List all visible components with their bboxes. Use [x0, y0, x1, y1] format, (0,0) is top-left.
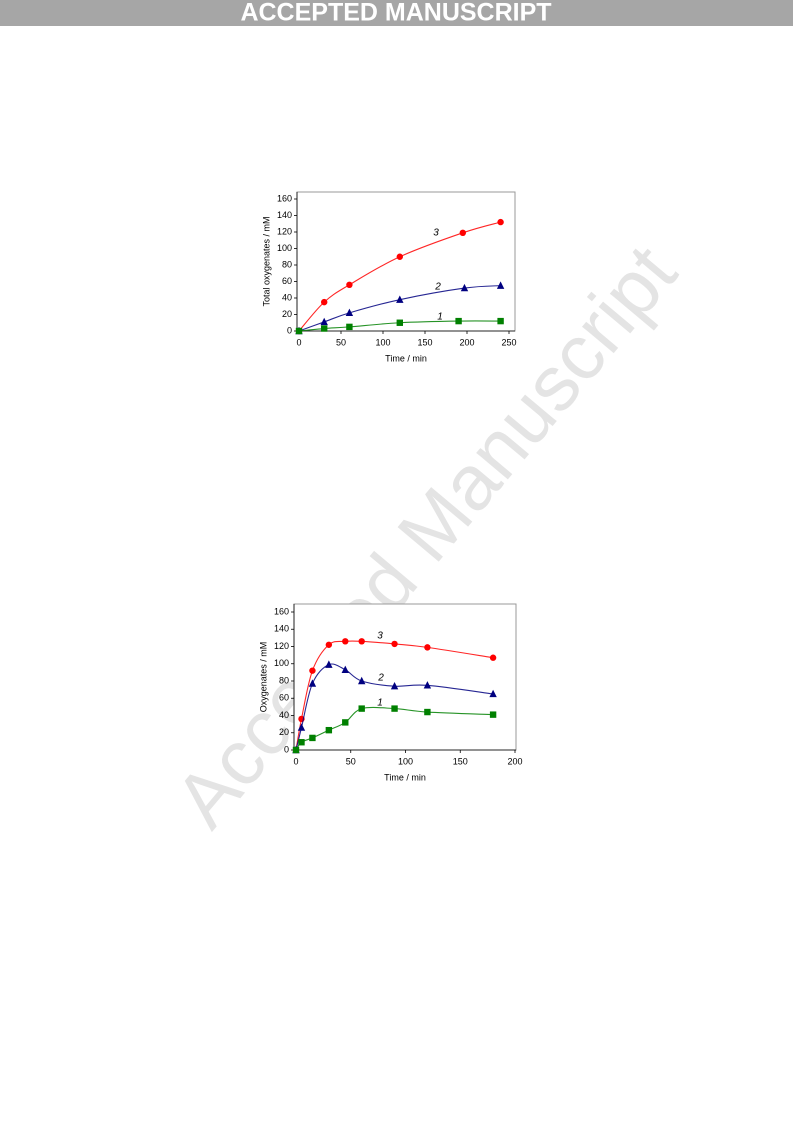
data-point [358, 705, 365, 712]
data-point [295, 327, 303, 335]
data-point [325, 641, 333, 648]
data-point [358, 638, 365, 645]
series-label: 3 [377, 631, 383, 642]
x-tick-label: 50 [346, 756, 356, 766]
data-point [424, 644, 431, 651]
data-point [391, 705, 398, 712]
data-point [308, 679, 317, 687]
data-point [489, 689, 497, 698]
y-tick-label: 160 [277, 193, 292, 203]
data-point [455, 317, 462, 325]
data-point [497, 218, 504, 226]
y-tick-label: 60 [282, 276, 292, 286]
data-point [460, 283, 469, 292]
header-title: ACCEPTED MANUSCRIPT [240, 0, 551, 27]
data-point [423, 681, 432, 689]
y-tick-label: 40 [282, 292, 292, 302]
y-tick-label: 0 [287, 325, 292, 335]
series-label: 3 [433, 228, 439, 239]
y-tick-label: 20 [279, 727, 289, 737]
series-label: 2 [434, 282, 441, 293]
y-tick-label: 80 [282, 259, 292, 269]
data-point [292, 746, 300, 754]
data-point [346, 281, 353, 288]
data-point [309, 667, 316, 674]
x-tick-label: 150 [453, 756, 468, 766]
data-point [321, 298, 328, 306]
data-point [325, 726, 333, 734]
data-point [358, 676, 366, 685]
y-tick-label: 0 [284, 744, 289, 754]
data-point [459, 229, 466, 237]
x-axis-title: Time / min [384, 772, 426, 782]
data-point [320, 317, 328, 326]
y-tick-label: 140 [277, 210, 292, 220]
data-point [391, 640, 398, 648]
x-tick-label: 100 [398, 756, 413, 766]
data-point [342, 638, 349, 645]
y-tick-label: 160 [274, 606, 289, 616]
header-bar [0, 0, 793, 26]
x-axis-title: Time / min [385, 353, 427, 363]
data-point [309, 734, 316, 742]
data-point [325, 660, 333, 668]
data-point [341, 665, 349, 673]
data-point [489, 654, 497, 661]
data-point [396, 319, 403, 326]
plot-area [296, 191, 516, 332]
x-tick-label: 200 [459, 337, 474, 347]
y-tick-label: 100 [277, 243, 292, 253]
data-point [321, 325, 328, 332]
y-tick-label: 100 [274, 658, 289, 668]
x-tick-label: 0 [293, 756, 298, 766]
data-point [396, 253, 403, 260]
data-point [346, 323, 353, 331]
y-tick-label: 60 [279, 693, 289, 703]
y-tick-label: 120 [274, 641, 289, 651]
x-tick-label: 50 [336, 337, 346, 347]
x-tick-label: 0 [296, 337, 301, 347]
y-tick-label: 140 [274, 624, 289, 634]
x-tick-label: 250 [501, 337, 516, 347]
y-tick-label: 40 [279, 710, 289, 720]
data-point [297, 723, 306, 731]
data-point [390, 681, 399, 690]
series-label: 1 [377, 698, 383, 709]
x-tick-label: 200 [507, 756, 522, 766]
y-tick-label: 120 [277, 226, 292, 236]
data-point [496, 281, 505, 289]
y-tick-label: 80 [279, 675, 289, 685]
data-point [489, 711, 497, 718]
x-tick-label: 150 [417, 337, 432, 347]
data-point [396, 295, 404, 303]
data-point [424, 708, 431, 716]
data-point [342, 719, 349, 726]
data-point [298, 739, 305, 746]
data-point [497, 317, 504, 325]
series-label: 1 [437, 312, 443, 323]
y-axis-title: Oxygenates / mM [258, 642, 268, 713]
x-tick-label: 100 [375, 337, 390, 347]
y-axis-title: Total oxygenates / mM [261, 216, 271, 306]
data-point [345, 308, 354, 317]
series-label: 2 [377, 673, 384, 684]
y-tick-label: 20 [282, 309, 292, 319]
